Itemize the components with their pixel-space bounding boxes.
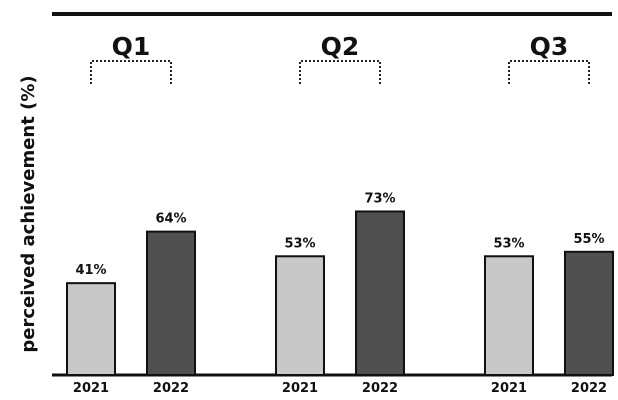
bar-q1-2022 — [146, 230, 196, 376]
x-tick-label-q2-2021: 2021 — [282, 381, 318, 396]
bar-q2-2021 — [275, 255, 325, 376]
group-bracket-q2 — [299, 60, 381, 84]
value-label-q1-2022: 64% — [155, 212, 186, 227]
value-label-q3-2021: 53% — [493, 236, 524, 251]
group-label-q1: Q1 — [112, 32, 151, 61]
group-bracket-q1 — [90, 60, 172, 84]
group-label-q3: Q3 — [530, 32, 569, 61]
x-tick-label-q3-2022: 2022 — [571, 381, 607, 396]
y-axis-label: perceived achievement (%) — [18, 75, 39, 352]
x-tick-label-q1-2021: 2021 — [73, 381, 109, 396]
value-label-q2-2022: 73% — [364, 191, 395, 206]
value-label-q2-2021: 53% — [284, 236, 315, 251]
bar-q3-2021 — [484, 255, 534, 376]
value-label-q1-2021: 41% — [75, 263, 106, 278]
value-label-q3-2022: 55% — [573, 232, 604, 247]
x-tick-label-q1-2022: 2022 — [153, 381, 189, 396]
x-tick-label-q2-2022: 2022 — [362, 381, 398, 396]
bar-q1-2021 — [66, 282, 116, 376]
bar-q2-2022 — [355, 210, 405, 376]
group-bracket-q3 — [508, 60, 590, 84]
bars-layer: Q1 41% 2021 64% 2022 Q2 53% 2021 73% 2022 Q3 53% 202… — [66, 32, 614, 396]
x-tick-label-q3-2021: 2021 — [491, 381, 527, 396]
bar-q3-2022 — [564, 250, 614, 376]
group-label-q2: Q2 — [321, 32, 360, 61]
